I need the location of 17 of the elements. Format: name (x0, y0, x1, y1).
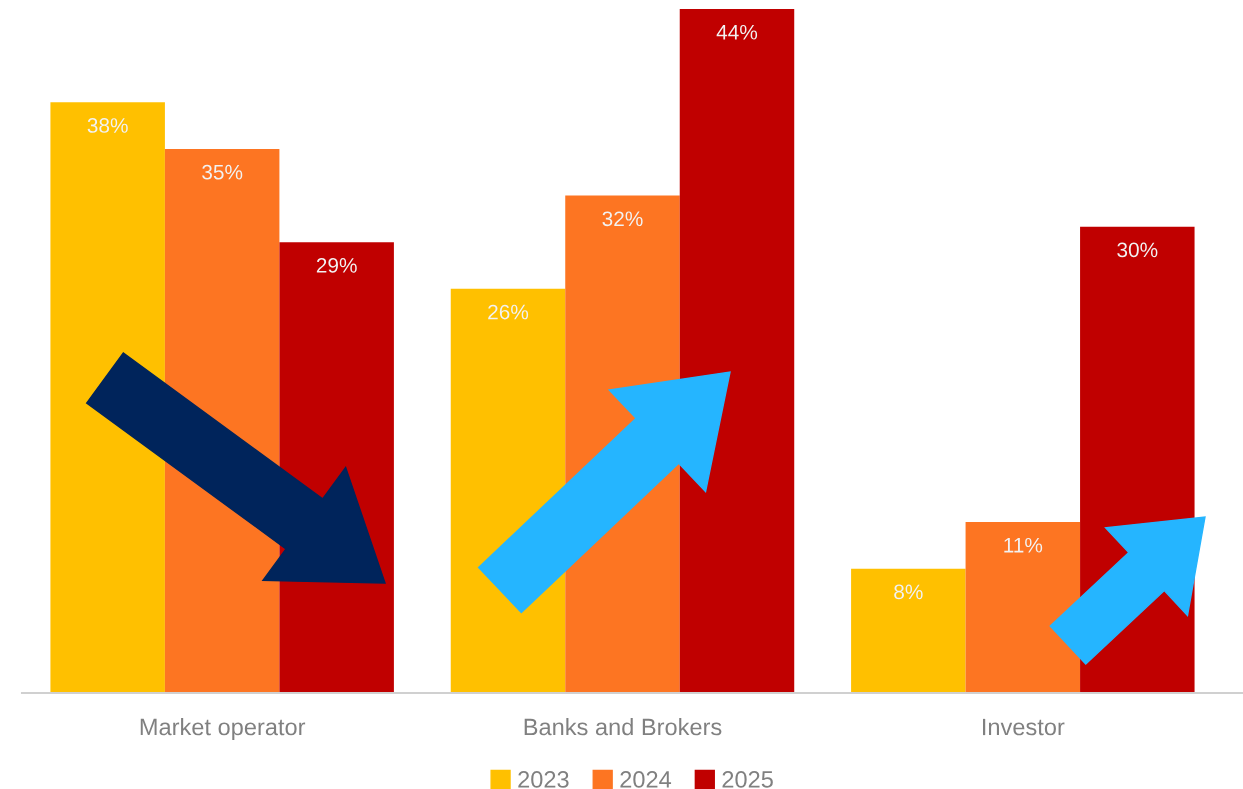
data-label: 32% (602, 211, 643, 227)
data-label: 38% (87, 118, 128, 133)
x-tick-label: Investor (983, 718, 1065, 736)
x-tick-label: Market operator (140, 718, 306, 741)
legend-label: 2025 (722, 771, 773, 788)
data-label: 26% (488, 304, 529, 320)
legend-label: 2024 (620, 771, 672, 788)
data-label: 35% (202, 164, 243, 180)
data-label: 8% (894, 584, 923, 600)
legend-label: 2023 (518, 771, 569, 788)
data-label: 44% (716, 24, 758, 40)
x-tick-label: Banks and Brokers (524, 718, 722, 736)
bar (679, 9, 795, 693)
data-label: 29% (316, 258, 357, 273)
bar (851, 568, 966, 693)
data-label: 11% (1004, 537, 1043, 553)
data-label: 30% (1117, 242, 1158, 258)
